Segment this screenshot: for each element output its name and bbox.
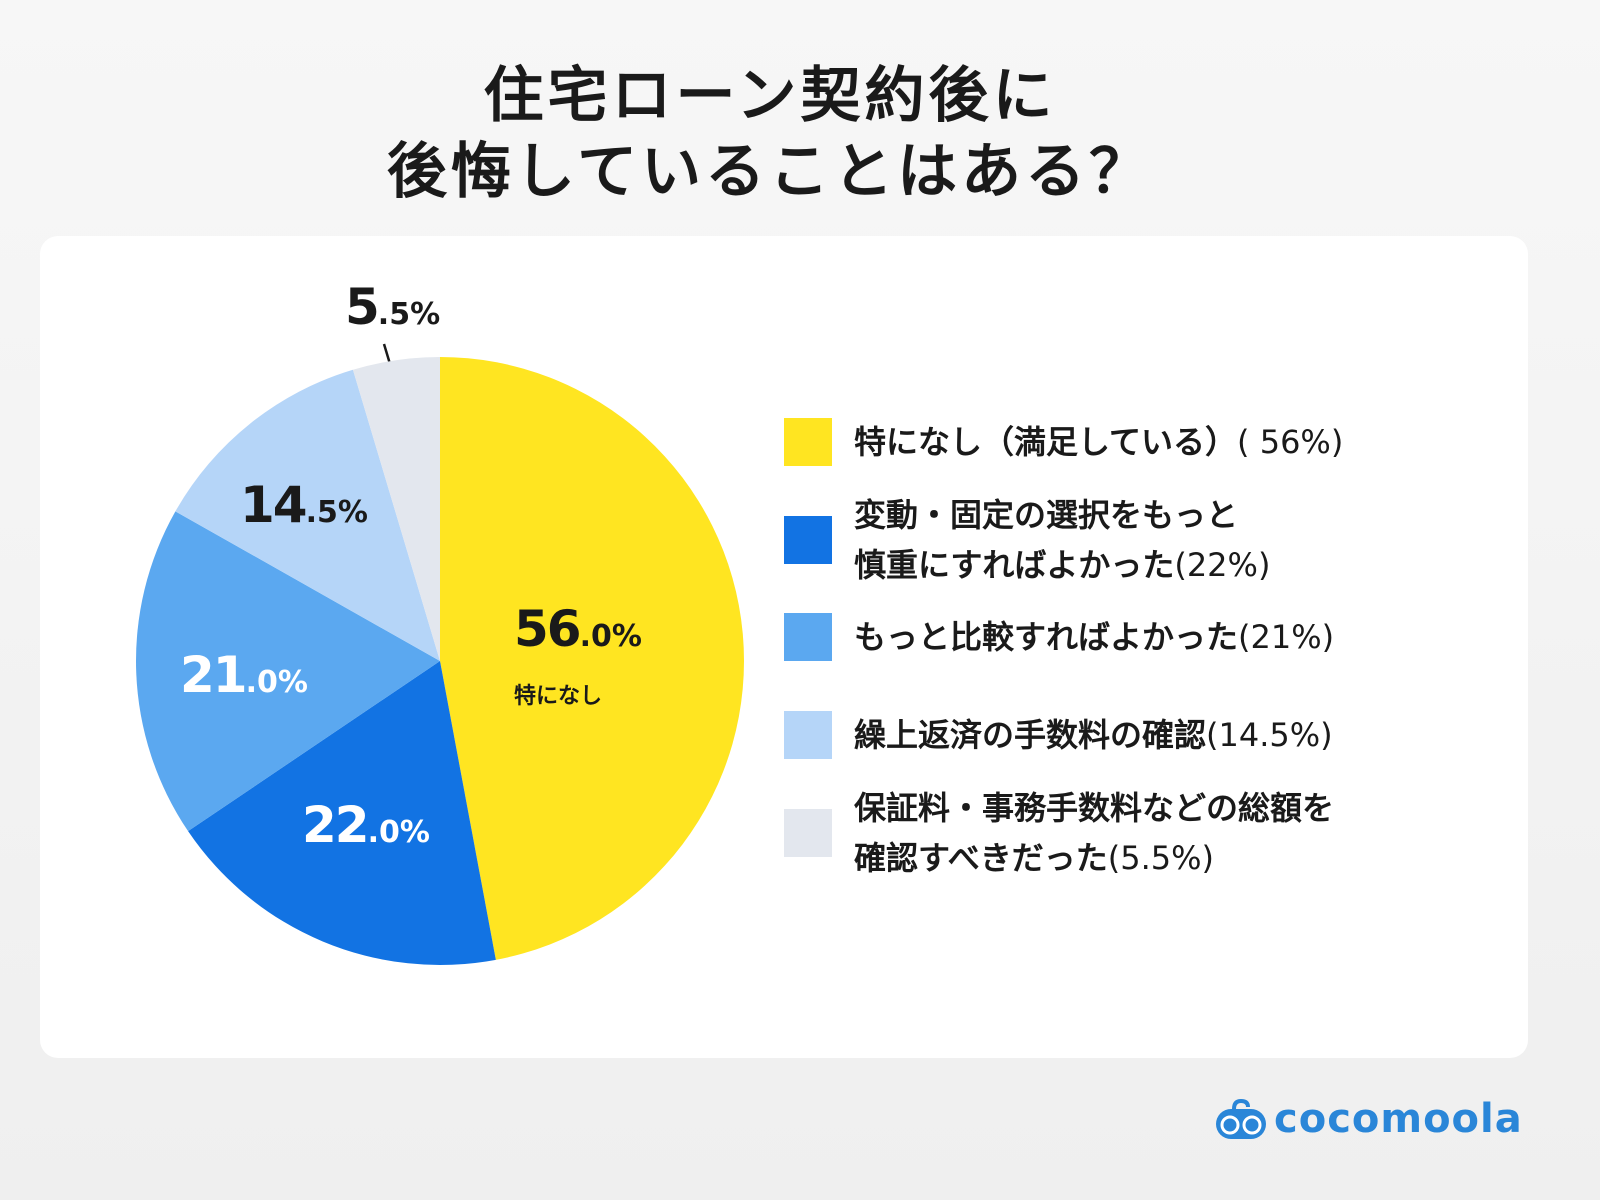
- brand-logo: cocomoola: [1214, 1096, 1523, 1142]
- data-label-2: 21.0%: [180, 646, 308, 704]
- data-label-0: 56.0%: [514, 600, 642, 658]
- legend-item-1: 変動・固定の選択をもっと 慎重にすればよかった(22%): [784, 490, 1270, 590]
- chart-title: 住宅ローン契約後に 後悔していることはある？: [0, 58, 1540, 210]
- title-line-2: 後悔していることはある？: [386, 137, 1154, 207]
- brand-name: cocomoola: [1274, 1096, 1523, 1142]
- legend-text: 変動・固定の選択をもっと 慎重にすればよかった(22%): [854, 496, 1271, 584]
- pie-slice-4: [352, 357, 440, 661]
- legend-text: 保証料・事務手数料などの総額を 確認すべきだった(5.5%): [854, 789, 1335, 877]
- data-label-4: 5.5%: [345, 278, 440, 336]
- legend-swatch: [784, 516, 832, 564]
- label-suffix: .0%: [245, 665, 308, 700]
- legend-text: もっと比較すればよかった(21%): [854, 618, 1335, 656]
- legend-item-0: 特になし（満足している）( 56%): [784, 417, 1343, 467]
- legend-swatch: [784, 809, 832, 857]
- legend-swatch: [784, 711, 832, 759]
- legend-item-3: 繰上返済の手数料の確認(14.5%): [784, 710, 1333, 760]
- label-suffix: .5%: [305, 495, 368, 530]
- data-label-3: 14.5%: [240, 476, 368, 534]
- legend-swatch: [784, 613, 832, 661]
- cocomoola-logo-icon: [1216, 1098, 1266, 1139]
- legend-item-4: 保証料・事務手数料などの総額を 確認すべきだった(5.5%): [784, 783, 1334, 883]
- data-label-1: 22.0%: [302, 796, 430, 854]
- pie-slice-0: [440, 357, 745, 960]
- legend-text: 繰上返済の手数料の確認(14.5%): [854, 716, 1333, 754]
- legend-text: 特になし（満足している）( 56%): [854, 423, 1344, 461]
- pie-slice-2: [135, 511, 440, 832]
- pie-slice-1: [188, 661, 496, 966]
- legend-swatch: [784, 418, 832, 466]
- label-main: 56: [514, 600, 582, 658]
- label-main: 21: [180, 646, 248, 704]
- legend-item-2: もっと比較すればよかった(21%): [784, 612, 1334, 662]
- label-main: 14: [240, 476, 308, 534]
- data-label-note: 特になし: [514, 684, 603, 709]
- title-line-1: 住宅ローン契約後に: [483, 61, 1057, 131]
- pie-slice-3: [175, 369, 441, 661]
- label-suffix: .5%: [377, 297, 441, 332]
- label-suffix: .0%: [367, 815, 430, 850]
- label-suffix: .0%: [579, 619, 642, 654]
- label-main: 5: [345, 278, 380, 336]
- label-main: 22: [302, 796, 370, 854]
